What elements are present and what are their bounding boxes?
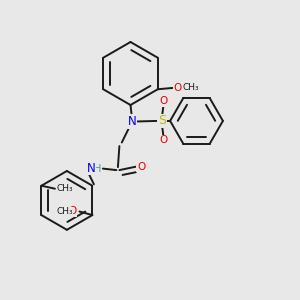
Text: CH₃: CH₃ [182, 83, 199, 92]
Text: O: O [159, 96, 168, 106]
Text: O: O [68, 206, 77, 217]
Text: CH₃: CH₃ [56, 207, 73, 216]
Text: H: H [94, 164, 101, 174]
Text: N: N [86, 162, 95, 175]
Text: O: O [159, 135, 168, 146]
Text: S: S [158, 114, 166, 128]
Text: N: N [128, 115, 136, 128]
Text: O: O [137, 161, 145, 172]
Text: O: O [173, 83, 182, 93]
Text: CH₃: CH₃ [56, 184, 73, 193]
